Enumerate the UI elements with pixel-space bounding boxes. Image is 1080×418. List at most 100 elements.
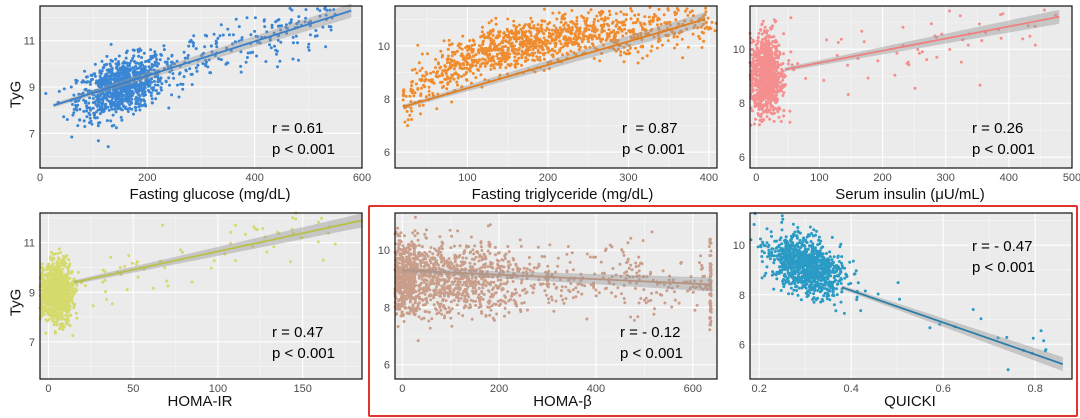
- data-point: [101, 101, 105, 105]
- data-point: [505, 40, 508, 44]
- data-point: [413, 67, 417, 71]
- data-point: [137, 50, 140, 54]
- data-point: [758, 81, 762, 85]
- data-point: [46, 281, 50, 284]
- data-point: [673, 13, 677, 17]
- data-point: [231, 33, 235, 37]
- data-point: [74, 104, 78, 107]
- data-point: [470, 44, 474, 47]
- data-point: [592, 20, 596, 24]
- data-point: [168, 83, 171, 87]
- x-tick-label: 400: [700, 172, 718, 184]
- data-point: [542, 36, 546, 40]
- data-point: [245, 16, 249, 20]
- data-point: [294, 34, 298, 38]
- data-point: [59, 294, 62, 298]
- data-point: [750, 86, 754, 90]
- data-point: [74, 287, 78, 291]
- data-point: [603, 18, 607, 22]
- data-point: [96, 108, 100, 112]
- data-point: [402, 88, 406, 92]
- data-point: [108, 77, 112, 81]
- data-point: [460, 52, 464, 56]
- data-point: [525, 38, 529, 42]
- data-point: [234, 259, 237, 263]
- data-point: [602, 29, 606, 33]
- data-point: [596, 19, 600, 23]
- data-point: [171, 72, 175, 76]
- data-point: [273, 44, 276, 48]
- data-point: [401, 98, 405, 102]
- data-point: [410, 109, 414, 113]
- data-point: [636, 17, 640, 21]
- data-point: [757, 63, 761, 67]
- x-tick-label: 200: [539, 172, 557, 184]
- data-point: [415, 71, 419, 75]
- data-point: [465, 54, 469, 57]
- data-point: [493, 47, 497, 51]
- data-point: [491, 29, 495, 33]
- data-point: [460, 75, 464, 78]
- data-point: [218, 34, 222, 38]
- data-point: [599, 13, 603, 17]
- data-point: [497, 43, 501, 46]
- data-point: [822, 78, 826, 82]
- data-point: [68, 307, 72, 311]
- data-point: [49, 265, 53, 269]
- data-point: [126, 110, 130, 113]
- data-point: [629, 17, 633, 21]
- data-point: [592, 34, 596, 38]
- data-point: [486, 31, 490, 35]
- data-point: [780, 69, 784, 73]
- data-point: [41, 313, 45, 316]
- data-point: [765, 29, 769, 33]
- data-point: [71, 295, 74, 299]
- data-point: [158, 79, 162, 83]
- data-point: [512, 51, 516, 55]
- data-point: [759, 28, 763, 32]
- data-point: [47, 262, 51, 266]
- data-point: [138, 108, 142, 112]
- data-point: [63, 284, 67, 288]
- data-point: [209, 266, 213, 270]
- data-point: [779, 120, 783, 123]
- data-point: [528, 45, 532, 49]
- data-point: [67, 303, 71, 307]
- data-point: [529, 16, 533, 20]
- data-point: [447, 57, 450, 61]
- data-point: [836, 41, 840, 44]
- data-point: [761, 86, 765, 90]
- data-point: [536, 37, 540, 41]
- data-point: [219, 58, 223, 62]
- data-point: [55, 297, 59, 301]
- data-point: [444, 69, 448, 73]
- data-point: [771, 40, 775, 44]
- x-tick-label: 300: [619, 172, 637, 184]
- data-point: [769, 103, 773, 107]
- data-point: [1033, 43, 1037, 47]
- data-point: [768, 93, 772, 97]
- data-point: [116, 107, 120, 111]
- data-point: [479, 35, 483, 39]
- data-point: [625, 13, 629, 17]
- data-point: [542, 40, 546, 44]
- data-point: [517, 30, 521, 34]
- data-point: [104, 102, 108, 106]
- data-point: [132, 66, 136, 70]
- data-point: [585, 17, 589, 21]
- data-point: [751, 89, 755, 93]
- data-point: [262, 19, 266, 23]
- data-point: [62, 314, 66, 318]
- data-point: [574, 25, 578, 29]
- data-point: [83, 69, 87, 73]
- data-point: [100, 97, 104, 101]
- data-point: [272, 245, 276, 249]
- data-point: [429, 71, 433, 75]
- data-point: [764, 100, 768, 104]
- data-point: [959, 60, 963, 64]
- data-point: [562, 23, 566, 27]
- data-point: [114, 57, 118, 61]
- data-point: [65, 266, 69, 269]
- data-point: [789, 50, 793, 54]
- data-point: [289, 18, 293, 22]
